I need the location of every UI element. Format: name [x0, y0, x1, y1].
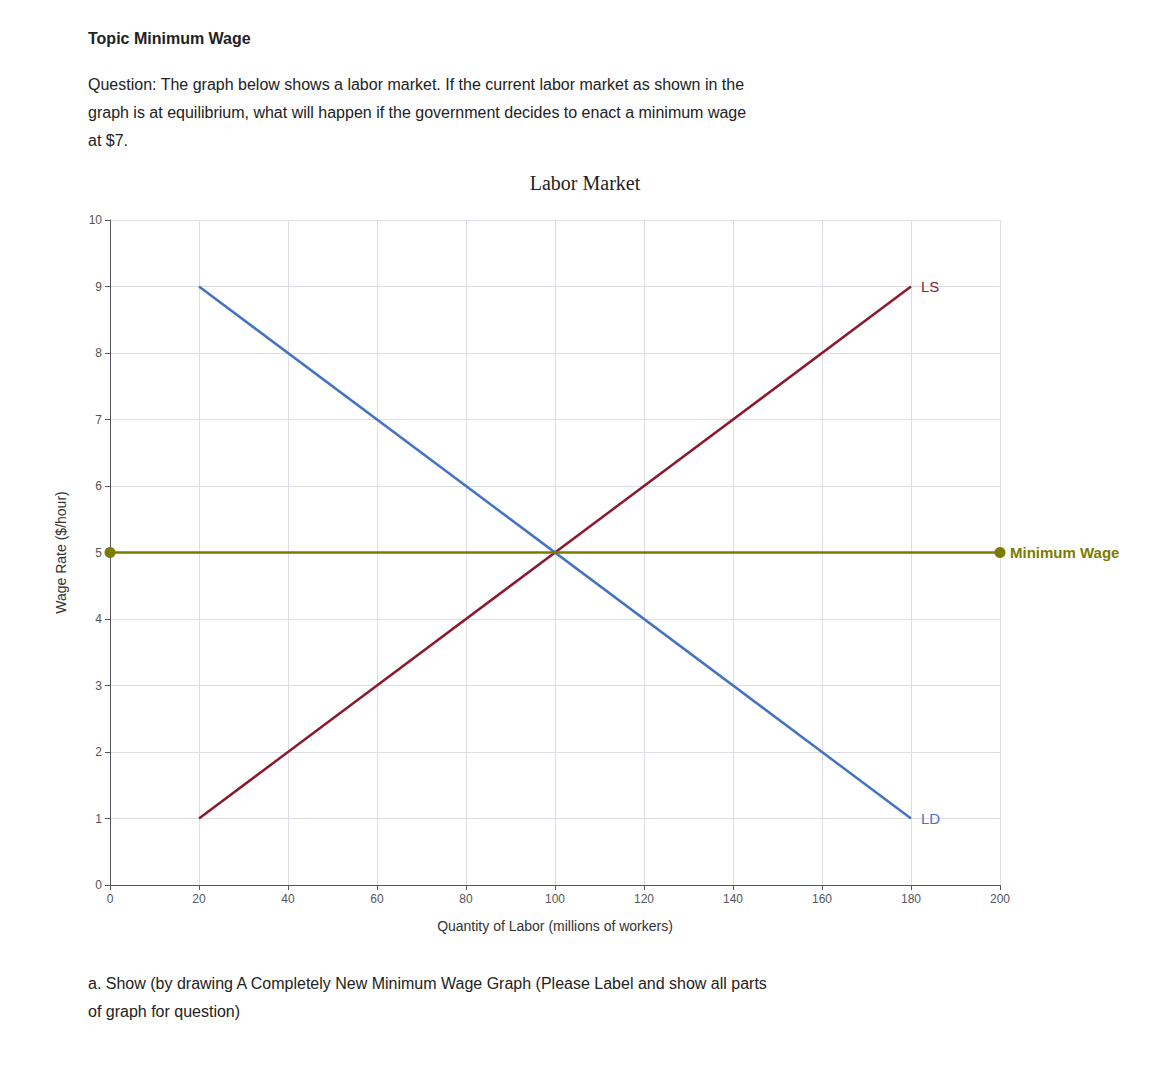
svg-text:graph is at equilibrium, what: graph is at equilibrium, what will happe…: [88, 104, 746, 121]
svg-text:80: 80: [459, 892, 473, 906]
svg-text:Question: The graph below show: Question: The graph below shows a labor …: [88, 76, 744, 93]
svg-text:LD: LD: [921, 810, 940, 827]
svg-text:Labor Market: Labor Market: [530, 172, 641, 194]
svg-text:60: 60: [370, 892, 384, 906]
svg-text:of graph for question): of graph for question): [88, 1003, 240, 1020]
svg-text:4: 4: [95, 612, 102, 626]
svg-text:at $7.: at $7.: [88, 132, 128, 149]
svg-text:7: 7: [95, 413, 102, 427]
svg-text:6: 6: [95, 479, 102, 493]
svg-text:200: 200: [990, 892, 1010, 906]
svg-text:3: 3: [95, 679, 102, 693]
svg-text:100: 100: [545, 892, 565, 906]
svg-text:180: 180: [901, 892, 921, 906]
svg-text:40: 40: [281, 892, 295, 906]
svg-text:160: 160: [812, 892, 832, 906]
svg-text:Quantity of Labor (millions of: Quantity of Labor (millions of workers): [437, 918, 673, 934]
svg-text:9: 9: [95, 280, 102, 294]
svg-text:140: 140: [723, 892, 743, 906]
svg-text:8: 8: [95, 346, 102, 360]
svg-text:Minimum Wage: Minimum Wage: [1010, 544, 1119, 561]
svg-text:Topic Minimum Wage: Topic Minimum Wage: [88, 30, 251, 47]
svg-text:2: 2: [95, 745, 102, 759]
svg-text:0: 0: [107, 892, 114, 906]
svg-text:Wage Rate ($/hour): Wage Rate ($/hour): [53, 491, 69, 613]
svg-text:1: 1: [95, 812, 102, 826]
svg-text:5: 5: [95, 546, 102, 560]
svg-text:120: 120: [634, 892, 654, 906]
svg-text:LS: LS: [921, 278, 939, 295]
svg-text:a. Show (by drawing A Complete: a. Show (by drawing A Completely New Min…: [88, 975, 767, 992]
svg-text:10: 10: [89, 213, 103, 227]
svg-text:20: 20: [192, 892, 206, 906]
svg-text:0: 0: [95, 878, 102, 892]
